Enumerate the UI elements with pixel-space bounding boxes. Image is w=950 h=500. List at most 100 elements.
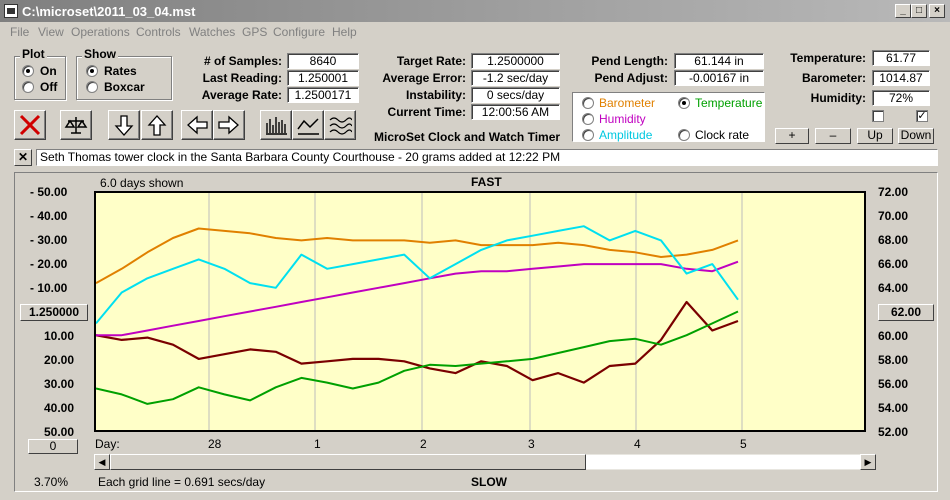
graph-panel [14,172,938,492]
reset-button[interactable] [14,110,46,140]
show-group-title: Show [82,47,118,61]
temperature-radio[interactable] [678,97,690,109]
series-line-temperature [96,310,739,405]
offset-button[interactable]: 0 [28,439,78,454]
minus-button[interactable]: – [815,128,851,144]
menu-controls[interactable]: Controls [136,25,181,39]
right-axis-tick: 64.00 [878,281,909,295]
notes-field[interactable]: Seth Thomas tower clock in the Santa Bar… [36,149,938,166]
arrow-up-icon [147,115,167,136]
arrow-left-icon [187,115,208,135]
close-button[interactable]: × [929,4,945,18]
temperature-option-label: Temperature [695,96,763,110]
right-axis-tick: 70.00 [878,209,909,223]
horizontal-scrollbar[interactable]: ◀ ▶ [94,454,876,470]
scroll-track[interactable] [586,455,860,469]
plot-off-label: Off [40,80,58,94]
line-graph-icon [297,118,319,135]
pend-adjust-label: Pend Adjust: [594,71,668,85]
right-axis-tick: 72.00 [878,185,909,199]
left-axis-tick: - 40.00 [30,209,68,223]
clear-notes-button[interactable]: ✕ [14,149,32,166]
day-tick: 5 [740,437,747,451]
window-title: C:\microset\2011_03_04.mst [22,4,196,19]
barometer-option-label: Barometer [599,96,656,110]
plot-area [94,191,866,432]
humidity-option-label: Humidity [599,112,646,126]
humidity-field: 72% [872,90,930,106]
average-error-field: -1.2 sec/day [471,70,560,86]
menu-file[interactable]: File [10,25,30,39]
menu-help[interactable]: Help [332,25,357,39]
arrow-right-button[interactable] [213,110,245,140]
series-line-humidity [96,260,739,337]
left-axis-tick: 50.00 [44,425,75,439]
up-button[interactable]: Up [857,128,893,144]
barometer-label: Barometer: [801,71,866,85]
barometer-radio[interactable] [582,97,594,109]
left-axis-tick: - 20.00 [30,257,68,271]
day-label: Day: [95,437,120,451]
zoom-percent: 3.70% [34,475,69,489]
current-time-label: Current Time: [387,105,466,119]
plot-group-title: Plot [20,47,47,61]
barometer-field: 1014.87 [872,70,930,86]
bar-graph-button[interactable] [260,110,292,140]
amplitude-radio[interactable] [582,129,594,141]
samples-field: 8640 [287,53,359,69]
line-graph-button[interactable] [292,110,324,140]
grid-note: Each grid line = 0.691 secs/day [98,475,266,489]
plot-off-radio[interactable] [22,81,34,93]
menu-operations[interactable]: Operations [71,25,130,39]
title-bar: C:\microset\2011_03_04.mst _ □ × [0,0,950,22]
show-boxcar-label: Boxcar [104,80,145,94]
maximize-button[interactable]: □ [911,4,927,18]
menu-bar: File View Operations Controls Watches GP… [0,22,950,42]
show-rates-label: Rates [104,64,137,78]
humidity-radio[interactable] [582,113,594,125]
plus-button[interactable]: + [775,128,809,144]
target-rate-field: 1.2500000 [471,53,560,69]
arrow-left-button[interactable] [181,110,213,140]
bar-graph-icon [266,117,287,135]
menu-watches[interactable]: Watches [189,25,236,39]
series-selector [572,92,765,142]
day-tick: 4 [634,437,641,451]
pend-adjust-field: -0.00167 in [674,70,764,86]
checkbox-right[interactable]: ✓ [916,110,928,122]
average-rate-field: 1.2500171 [287,87,359,103]
arrow-down-button[interactable] [108,110,140,140]
temperature-field: 61.77 [872,50,930,66]
series-line-amplitude [96,225,739,325]
clock-rate-option-label: Clock rate [695,128,750,142]
left-axis-tick: 10.00 [44,329,75,343]
checkbox-left[interactable] [872,110,884,122]
balance-button[interactable] [60,110,92,140]
plot-on-radio[interactable] [22,65,34,77]
arrow-up-button[interactable] [141,110,173,140]
arrow-down-icon [114,115,134,136]
app-icon [4,4,18,18]
down-button[interactable]: Down [898,128,934,144]
target-rate-label: Target Rate: [396,54,466,68]
show-boxcar-radio[interactable] [86,81,98,93]
menu-configure[interactable]: Configure [273,25,326,39]
center-rate-button[interactable]: 1.250000 [20,304,88,321]
left-axis-tick: - 30.00 [30,233,68,247]
average-rate-label: Average Rate: [201,88,282,102]
temperature-label: Temperature: [790,51,866,65]
menu-gps[interactable]: GPS [242,25,268,39]
show-rates-radio[interactable] [86,65,98,77]
left-axis-tick: 40.00 [44,401,75,415]
pend-length-field: 61.144 in [674,53,764,69]
menu-view[interactable]: View [38,25,64,39]
scroll-left-arrow-icon[interactable]: ◀ [94,454,110,470]
wave-graph-icon [329,117,352,135]
clock-rate-radio[interactable] [678,129,690,141]
scroll-thumb[interactable] [110,454,586,470]
wave-graph-button[interactable] [324,110,356,140]
minimize-button[interactable]: _ [895,4,911,18]
right-axis-tick: 54.00 [878,401,909,415]
center-temp-button[interactable]: 62.00 [878,304,934,321]
scroll-right-arrow-icon[interactable]: ▶ [860,454,876,470]
